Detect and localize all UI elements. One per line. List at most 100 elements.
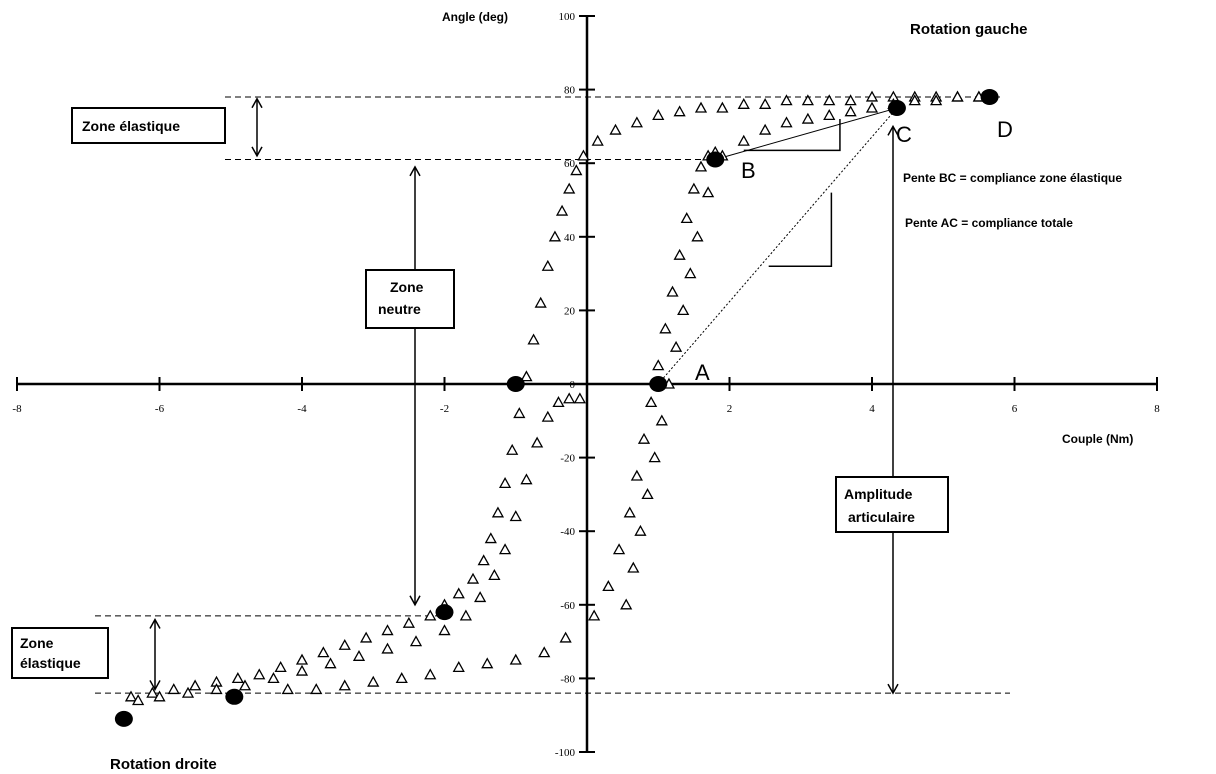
data-point	[153, 690, 166, 702]
x-tick-label: 2	[727, 403, 733, 415]
data-point	[424, 668, 437, 680]
key-point-marker	[225, 688, 244, 705]
point-d-label: D	[997, 117, 1013, 142]
data-point	[402, 616, 415, 628]
amplitude-box	[835, 476, 949, 533]
rotation-gauche-label: Rotation gauche	[910, 21, 1028, 38]
data-point	[673, 248, 686, 260]
x-tick-label: -8	[12, 403, 22, 415]
data-point	[641, 488, 654, 500]
data-point	[563, 392, 576, 404]
rotation-droite-label: Rotation droite	[110, 756, 217, 773]
zone-elastique-top-arrow-head	[251, 146, 263, 158]
data-point	[231, 672, 244, 684]
data-point	[694, 160, 708, 172]
data-point	[555, 204, 569, 216]
data-point	[367, 675, 380, 687]
data-point	[684, 267, 697, 279]
data-point	[645, 396, 658, 408]
data-point	[520, 473, 533, 485]
data-point	[132, 694, 145, 706]
y-tick-label: -40	[560, 526, 575, 538]
data-marks	[114, 88, 999, 727]
data-point	[541, 410, 554, 422]
data-point	[531, 436, 544, 448]
data-point	[274, 661, 287, 673]
data-point	[865, 90, 879, 102]
data-point	[865, 101, 879, 113]
data-point	[509, 653, 522, 665]
data-point	[317, 646, 330, 658]
key-point-marker	[887, 100, 906, 116]
y-tick-label: 0	[570, 379, 576, 391]
data-point	[602, 580, 615, 592]
data-point	[498, 543, 512, 555]
data-point	[659, 322, 672, 334]
data-point	[570, 164, 583, 176]
x-tick-label: -4	[297, 403, 307, 415]
data-point	[146, 686, 159, 698]
data-point	[338, 679, 351, 691]
data-point	[506, 443, 519, 455]
y-tick-label: 20	[564, 305, 576, 317]
y-axis-label: Angle (deg)	[442, 10, 508, 24]
pente-bc-label: Pente BC = compliance zone élastique	[903, 171, 1122, 185]
data-point	[951, 90, 964, 102]
data-point	[637, 432, 651, 444]
annotations: Angle (deg) Couple (Nm) Rotation gauche …	[11, 10, 1133, 773]
data-point	[908, 94, 921, 106]
data-point	[623, 506, 636, 518]
data-point	[694, 101, 708, 113]
data-point	[167, 683, 180, 695]
data-point	[609, 123, 622, 135]
y-tick-label: -80	[560, 673, 575, 685]
data-point	[552, 396, 565, 408]
data-point	[548, 230, 562, 242]
data-point	[588, 609, 601, 621]
y-tick-label: -60	[560, 600, 575, 612]
data-point	[673, 105, 686, 117]
slope-ac-triangle	[768, 192, 833, 267]
x-tick-label: 4	[869, 403, 875, 415]
data-point	[324, 657, 337, 669]
x-tick-label: -2	[440, 403, 449, 415]
data-point	[691, 230, 704, 242]
data-point	[627, 561, 640, 573]
data-point	[655, 414, 668, 426]
data-point	[381, 642, 394, 654]
data-point	[677, 304, 690, 316]
data-point	[395, 672, 408, 684]
x-tick-label: 6	[1012, 403, 1018, 415]
data-point	[780, 116, 793, 128]
data-point	[310, 683, 323, 695]
key-point-marker	[114, 710, 133, 727]
amplitude-text-1: Amplitude	[844, 486, 913, 502]
zone-elastique-top-text: Zone élastique	[82, 118, 180, 134]
x-tick-label: -6	[155, 403, 165, 415]
zone-elastique-top-box	[71, 107, 226, 144]
data-point	[612, 543, 626, 555]
data-point	[281, 683, 294, 695]
data-point	[438, 624, 451, 636]
point-c-label: C	[896, 122, 912, 147]
data-point	[541, 259, 554, 271]
data-point	[630, 469, 643, 481]
data-point	[559, 631, 572, 643]
data-point	[648, 451, 661, 463]
data-point	[702, 186, 715, 198]
data-point	[498, 477, 512, 489]
zone-neutre-text-1: Zone	[390, 279, 424, 295]
key-point-marker	[435, 604, 454, 621]
data-point	[573, 392, 586, 404]
data-point	[124, 690, 138, 702]
data-point	[474, 591, 487, 603]
data-point	[477, 554, 490, 566]
data-point	[680, 212, 693, 224]
data-point	[759, 97, 772, 109]
data-point	[652, 359, 665, 371]
data-point	[534, 296, 547, 308]
data-point	[801, 94, 814, 106]
guide-lines	[95, 96, 1010, 695]
pente-ac-label: Pente AC = compliance totale	[905, 216, 1073, 230]
